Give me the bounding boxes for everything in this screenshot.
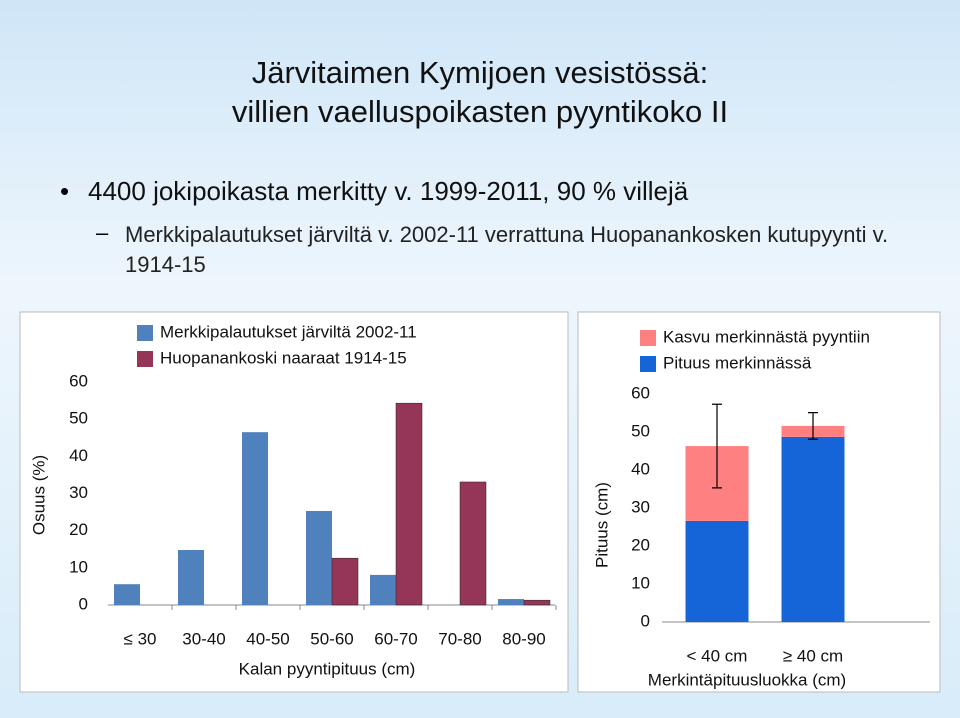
bar <box>178 549 204 605</box>
y-tick-label: 10 <box>69 557 88 576</box>
y-tick-label: 40 <box>69 446 88 465</box>
x-axis-title: Merkintäpituusluokka (cm) <box>648 670 846 689</box>
x-axis-title: Kalan pyyntipituus (cm) <box>239 659 416 678</box>
bullet: 4400 jokipoikasta merkitty v. 1999-2011,… <box>88 176 689 206</box>
x-tick-label: ≥ 40 cm <box>783 646 843 665</box>
x-tick-label: 60-70 <box>374 629 417 648</box>
bar <box>395 402 423 606</box>
x-tick-label: 50-60 <box>310 629 353 648</box>
error-bar <box>808 412 818 440</box>
bar <box>306 510 332 605</box>
y-tick-label: 60 <box>631 383 650 402</box>
legend-swatch <box>640 330 656 346</box>
x-tick-label: 30-40 <box>182 629 225 648</box>
bullet-dot: • <box>60 176 70 206</box>
legend-swatch <box>137 351 153 367</box>
y-tick-label: 20 <box>631 535 650 554</box>
legend-label: Huopanankoski naaraat 1914-15 <box>160 348 407 367</box>
x-tick-label: < 40 cm <box>687 646 748 665</box>
title: Järvitaimen Kymijoen vesistössä: <box>251 55 709 90</box>
y-tick-label: 50 <box>69 409 88 428</box>
error-bar <box>712 403 722 489</box>
legend-label: Kasvu merkinnästä pyyntiin <box>663 327 870 346</box>
y-axis-title: Osuus (%) <box>29 455 48 535</box>
bar <box>459 481 487 606</box>
bar <box>242 432 268 605</box>
bar <box>331 557 359 606</box>
legend-label: Pituus merkinnässä <box>663 353 812 372</box>
y-tick-label: 30 <box>631 497 650 516</box>
y-tick-label: 20 <box>69 520 88 539</box>
y-tick-label: 50 <box>631 421 650 440</box>
legend-swatch <box>137 325 153 341</box>
chart-frame <box>577 311 941 693</box>
sub-bullet: Merkkipalautukset järviltä v. 2002-11 ve… <box>125 222 889 277</box>
bar <box>370 574 396 605</box>
y-tick-label: 10 <box>631 573 650 592</box>
bar <box>523 599 551 606</box>
x-tick-label: ≤ 30 <box>124 629 157 648</box>
title: villien vaelluspoikasten pyyntikoko II <box>231 94 729 129</box>
y-tick-label: 0 <box>641 611 650 630</box>
bar <box>498 599 524 605</box>
y-tick-label: 40 <box>631 459 650 478</box>
bar-segment <box>685 520 749 622</box>
legend-label: Merkkipalautukset järviltä 2002-11 <box>160 322 417 341</box>
y-tick-label: 60 <box>69 371 88 390</box>
bar-segment <box>781 436 845 622</box>
y-tick-label: 0 <box>79 594 88 613</box>
bullet-dash: – <box>96 220 109 245</box>
legend-swatch <box>640 356 656 372</box>
x-tick-label: 40-50 <box>246 629 289 648</box>
x-tick-label: 70-80 <box>438 629 481 648</box>
y-tick-label: 30 <box>69 483 88 502</box>
y-axis-title: Pituus (cm) <box>592 482 611 568</box>
x-tick-label: 80-90 <box>502 629 545 648</box>
bar <box>114 584 140 605</box>
